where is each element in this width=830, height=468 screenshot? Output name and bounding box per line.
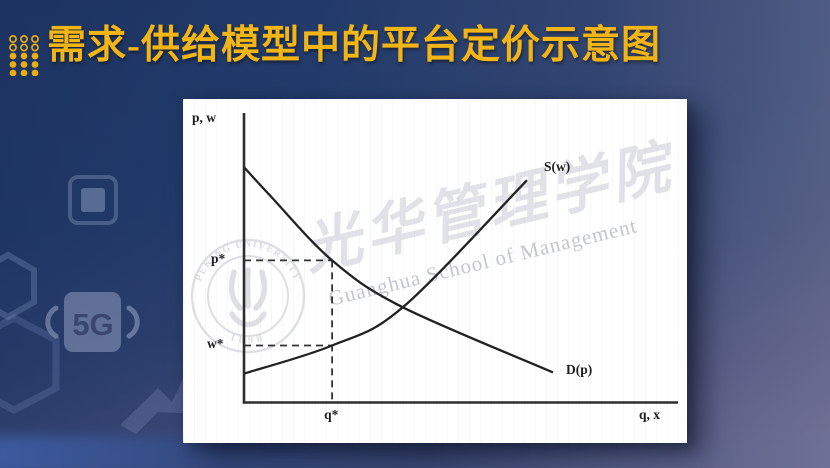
chip-icon	[68, 175, 118, 225]
demand-curve-label: D(p)	[566, 362, 593, 378]
badge-5g-text: 5G	[72, 307, 113, 342]
dashed-guides	[244, 259, 334, 403]
pku-seal-watermark-icon: PEKING UNIVERSITY 1898	[190, 238, 306, 354]
seal-year-text: 1898	[229, 331, 264, 346]
chart-panel: PEKING UNIVERSITY 1898 光华管理学院 Guanghua S…	[183, 99, 687, 443]
curve-demand	[243, 166, 554, 374]
svg-text:1898: 1898	[229, 331, 268, 346]
title-row: 需求-供给模型中的平台定价示意图	[8, 24, 661, 76]
q-star-label: q*	[324, 407, 339, 422]
curve-supply	[243, 179, 528, 375]
hexagon-outline-icon	[0, 314, 60, 414]
signal-arc-right-icon	[126, 305, 140, 339]
curves	[243, 166, 554, 375]
x-axis-label: q, x	[639, 407, 661, 422]
p-star-label: p*	[211, 251, 226, 267]
plot-svg	[242, 113, 678, 404]
seal-emblem-icon	[228, 267, 268, 328]
badge-5g: 5G	[45, 292, 140, 352]
dots-grid-icon	[9, 35, 39, 76]
supply-curve-label: S(w)	[543, 159, 571, 175]
signal-arc-left-icon	[45, 305, 59, 339]
w-star-label: w*	[207, 336, 224, 352]
hexagon-outline-icon	[0, 251, 37, 321]
panel-stripes	[183, 99, 687, 443]
page-title: 需求-供给模型中的平台定价示意图	[47, 24, 661, 67]
y-axis-label: p, w	[192, 110, 217, 125]
